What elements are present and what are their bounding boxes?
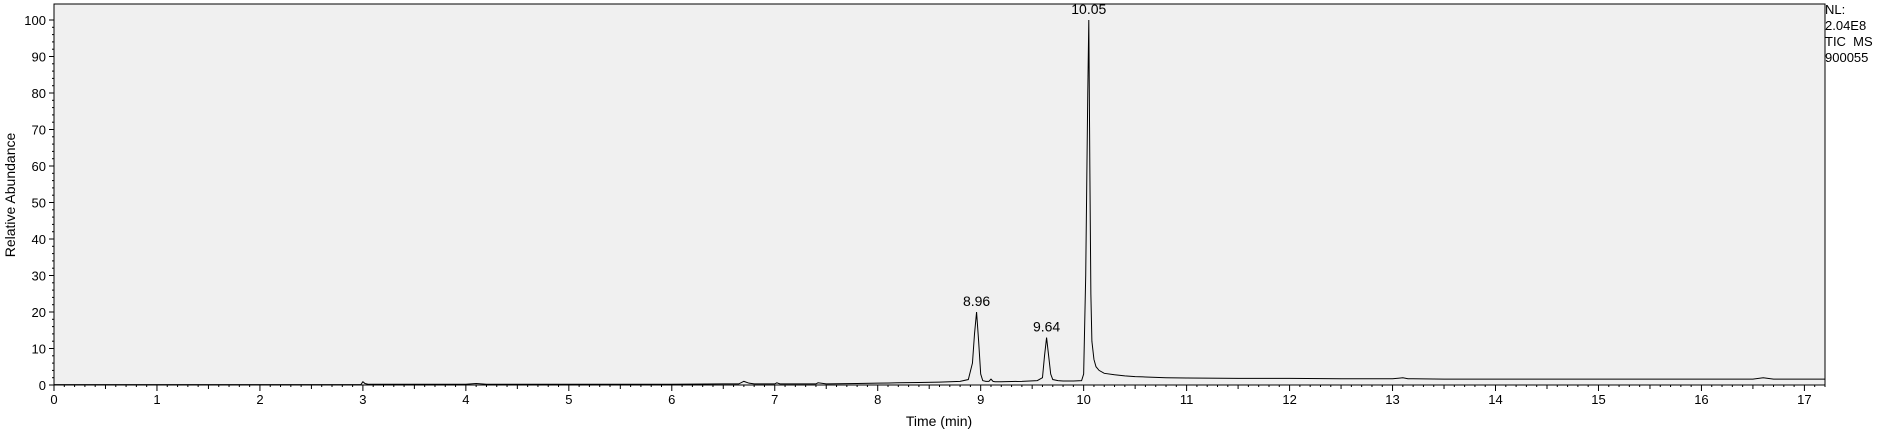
y-tick-label: 90 xyxy=(32,50,46,65)
x-tick-label: 15 xyxy=(1591,392,1605,407)
x-tick-label: 0 xyxy=(50,392,57,407)
x-tick-label: 8 xyxy=(874,392,881,407)
y-tick-label: 60 xyxy=(32,159,46,174)
y-tick-label: 40 xyxy=(32,232,46,247)
x-tick-label: 6 xyxy=(668,392,675,407)
tic-trace-line xyxy=(54,19,1825,386)
x-tick-label: 2 xyxy=(256,392,263,407)
x-tick-label: 1 xyxy=(153,392,160,407)
y-tick-label: 80 xyxy=(32,86,46,101)
x-tick-label: 5 xyxy=(565,392,572,407)
plot-area xyxy=(53,3,1826,386)
y-tick-label: 10 xyxy=(32,342,46,357)
nl-value: 2.04E8 xyxy=(1825,18,1867,33)
x-tick-label: 3 xyxy=(359,392,366,407)
y-tick-label: 100 xyxy=(24,13,46,28)
y-tick-label: 30 xyxy=(32,269,46,284)
trace-type: TIC MS xyxy=(1825,34,1873,49)
x-axis-title: Time (min) xyxy=(906,413,972,429)
y-tick-label: 20 xyxy=(32,305,46,320)
x-tick-label: 9 xyxy=(977,392,984,407)
nl-label: NL: xyxy=(1825,2,1846,17)
x-tick-label: 14 xyxy=(1488,392,1502,407)
peak-labels: 8.96 9.64 10.05 xyxy=(963,1,1107,335)
y-tick-label: 70 xyxy=(32,123,46,138)
x-tick-label: 13 xyxy=(1385,392,1399,407)
y-axis-title: Relative Abundance xyxy=(2,133,18,258)
x-tick-label: 4 xyxy=(462,392,469,407)
peak-label: 10.05 xyxy=(1071,1,1106,17)
x-tick-label: 11 xyxy=(1180,392,1194,407)
peak-label: 8.96 xyxy=(963,293,990,309)
x-tick-label: 7 xyxy=(771,392,778,407)
x-axis-ticks: 0 1 2 3 4 5 6 7 8 9 10 11 12 13 14 15 16 17 xyxy=(50,385,1826,407)
y-tick-label: 0 xyxy=(39,378,46,393)
y-tick-label: 50 xyxy=(32,196,46,211)
info-block: NL: 2.04E8 TIC MS 900055 xyxy=(1825,2,1879,66)
peak-label: 9.64 xyxy=(1033,319,1060,335)
y-axis-ticks: 0 10 20 30 40 50 60 70 80 90 100 xyxy=(24,13,54,393)
x-tick-label: 12 xyxy=(1282,392,1296,407)
x-tick-label: 16 xyxy=(1694,392,1708,407)
x-tick-label: 17 xyxy=(1797,392,1811,407)
x-tick-label: 10 xyxy=(1076,392,1090,407)
file-id: 900055 xyxy=(1825,50,1869,65)
